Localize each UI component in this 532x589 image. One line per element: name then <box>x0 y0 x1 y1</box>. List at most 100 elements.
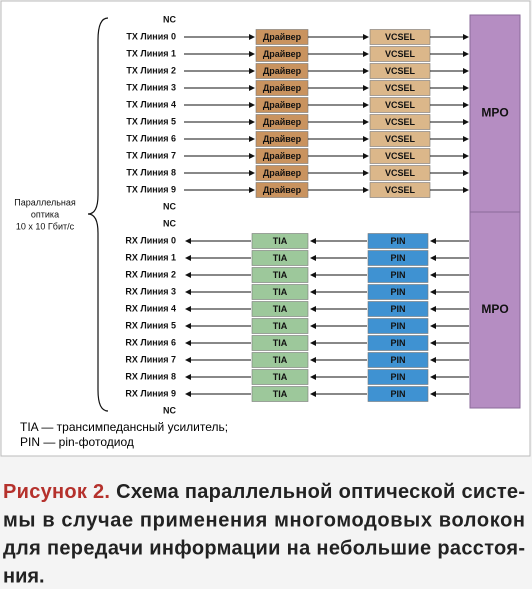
line-label: RX Линия 9 <box>125 388 176 398</box>
line-label: TX Линия 2 <box>126 65 176 75</box>
line-label: RX Линия 5 <box>125 320 176 330</box>
block-label: PIN <box>390 338 405 348</box>
block-label: TIA <box>273 355 288 365</box>
line-label: RX Линия 6 <box>125 337 176 347</box>
legend-item: PIN — pin-фотодиод <box>20 435 134 449</box>
block-label: TIA <box>273 338 288 348</box>
caption-line: Рисунок 2. Схема параллельной оптической… <box>3 481 525 503</box>
line-label: NC <box>163 218 176 228</box>
block <box>251 318 309 334</box>
block <box>367 386 429 402</box>
block <box>251 301 309 317</box>
group-label: оптика <box>31 209 59 219</box>
line-label: TX Линия 0 <box>126 31 176 41</box>
line-label: RX Линия 2 <box>125 269 176 279</box>
line-label: RX Линия 3 <box>125 286 176 296</box>
caption-line: ния. <box>3 565 45 587</box>
caption-label: Рисунок 2. <box>3 481 110 503</box>
block-label: Драйвер <box>263 66 302 76</box>
block-label: VCSEL <box>385 100 416 110</box>
block <box>251 335 309 351</box>
block-label: TIA <box>273 321 288 331</box>
caption-line: для передачи информации на небольшие рас… <box>3 537 525 559</box>
caption-text: Схема параллельной оптической систе- <box>116 481 525 503</box>
block-label: PIN <box>390 236 405 246</box>
block-label: PIN <box>390 287 405 297</box>
line-label: RX Линия 1 <box>125 252 176 262</box>
block-label: PIN <box>390 372 405 382</box>
block <box>367 250 429 266</box>
line-label: TX Линия 9 <box>126 184 176 194</box>
block <box>367 284 429 300</box>
block-label: Драйвер <box>263 134 302 144</box>
block <box>251 233 309 249</box>
block <box>367 301 429 317</box>
block-label: VCSEL <box>385 168 416 178</box>
line-label: NC <box>163 201 176 211</box>
block-label: Драйвер <box>263 32 302 42</box>
group-label: 10 x 10 Гбит/с <box>16 221 75 231</box>
block-label: TIA <box>273 270 288 280</box>
line-label: RX Линия 4 <box>125 303 176 313</box>
line-label: NC <box>163 14 176 24</box>
block <box>367 233 429 249</box>
block-label: PIN <box>390 389 405 399</box>
block-label: Драйвер <box>263 117 302 127</box>
block <box>251 267 309 283</box>
block-label: VCSEL <box>385 151 416 161</box>
block-label: VCSEL <box>385 117 416 127</box>
block <box>367 352 429 368</box>
block-label: Драйвер <box>263 151 302 161</box>
block-label: Драйвер <box>263 83 302 93</box>
line-label: RX Линия 0 <box>125 235 176 245</box>
block-label: TIA <box>273 372 288 382</box>
block-label: TIA <box>273 253 288 263</box>
line-label: TX Линия 8 <box>126 167 176 177</box>
block-label: TIA <box>273 304 288 314</box>
line-label: TX Линия 6 <box>126 133 176 143</box>
brace <box>87 17 109 412</box>
block-label: PIN <box>390 355 405 365</box>
block-label: PIN <box>390 304 405 314</box>
block-label: VCSEL <box>385 134 416 144</box>
block <box>251 250 309 266</box>
line-label: TX Линия 7 <box>126 150 176 160</box>
block <box>367 335 429 351</box>
legend-item: TIA — трансимпедансный усилитель; <box>20 420 228 434</box>
block-label: VCSEL <box>385 185 416 195</box>
block-label: VCSEL <box>385 32 416 42</box>
block-label: VCSEL <box>385 83 416 93</box>
line-label: TX Линия 4 <box>126 99 176 109</box>
block-label: VCSEL <box>385 66 416 76</box>
block <box>251 386 309 402</box>
block-label: TIA <box>273 389 288 399</box>
block <box>251 369 309 385</box>
block-label: PIN <box>390 253 405 263</box>
block <box>251 352 309 368</box>
mpo-label: MPO <box>481 302 508 316</box>
line-label: RX Линия 8 <box>125 371 176 381</box>
block-label: Драйвер <box>263 49 302 59</box>
line-label: NC <box>163 405 176 415</box>
block <box>367 369 429 385</box>
line-label: RX Линия 7 <box>125 354 176 364</box>
block <box>367 318 429 334</box>
line-label: TX Линия 1 <box>126 48 176 58</box>
mpo-block <box>469 14 521 213</box>
block-label: Драйвер <box>263 100 302 110</box>
line-label: TX Линия 3 <box>126 82 176 92</box>
block-label: VCSEL <box>385 49 416 59</box>
caption-line: мы в случае применения многомодовых воло… <box>3 509 525 531</box>
block-label: TIA <box>273 287 288 297</box>
block-label: PIN <box>390 270 405 280</box>
block <box>251 284 309 300</box>
block-label: Драйвер <box>263 185 302 195</box>
group-label: Параллельная <box>14 197 76 207</box>
block-label: TIA <box>273 236 288 246</box>
block-label: Драйвер <box>263 168 302 178</box>
block <box>367 267 429 283</box>
mpo-label: MPO <box>481 106 508 120</box>
block-label: PIN <box>390 321 405 331</box>
line-label: TX Линия 5 <box>126 116 176 126</box>
